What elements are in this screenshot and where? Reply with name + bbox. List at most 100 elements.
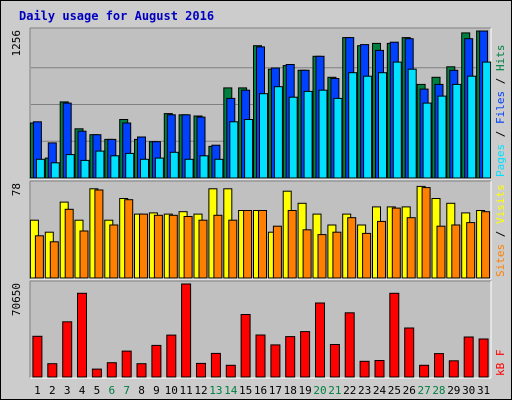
x-tick-label-day-2: 2 xyxy=(49,384,56,397)
bar-pages-day-19 xyxy=(303,90,313,179)
bar-pages-day-26 xyxy=(407,68,417,179)
bar-kbytes-day-30 xyxy=(463,336,474,378)
panel-1-max-label: 78 xyxy=(10,183,23,196)
x-tick-label-day-30: 30 xyxy=(462,384,475,397)
x-tick-label-day-20: 20 xyxy=(313,384,326,397)
bar-pages-day-18 xyxy=(288,96,298,179)
x-tick-label-day-6: 6 xyxy=(108,384,115,397)
bar-kbytes-day-28 xyxy=(434,353,444,378)
bar-sites-day-3 xyxy=(64,208,74,279)
x-tick-label-day-3: 3 xyxy=(64,384,71,397)
bar-pages-day-16 xyxy=(259,93,268,179)
x-tick-label-day-1: 1 xyxy=(34,384,41,397)
panel-2-legend: kB F xyxy=(494,350,507,377)
bar-kbytes-day-7 xyxy=(121,350,132,378)
bar-pages-day-8 xyxy=(140,158,149,179)
bar-sites-day-28 xyxy=(436,225,446,279)
bar-pages-day-17 xyxy=(273,86,283,179)
x-tick-label-day-22: 22 xyxy=(343,384,356,397)
bar-sites-day-9 xyxy=(153,214,163,279)
bar-kbytes-day-29 xyxy=(448,360,459,378)
bar-kbytes-day-18 xyxy=(285,336,296,378)
bar-sites-day-19 xyxy=(302,229,312,279)
bar-sites-day-4 xyxy=(79,230,89,279)
bar-kbytes-day-22 xyxy=(344,312,355,378)
bar-pages-day-20 xyxy=(318,89,328,179)
bar-pages-day-29 xyxy=(452,83,462,179)
x-tick-label-day-27: 27 xyxy=(417,384,430,397)
bar-pages-day-15 xyxy=(244,119,254,179)
bar-pages-day-12 xyxy=(199,155,209,179)
x-tick-label-day-11: 11 xyxy=(180,384,193,397)
bar-kbytes-day-23 xyxy=(359,360,370,378)
bar-sites-day-5 xyxy=(94,189,104,279)
legend-sites: Sites xyxy=(494,244,507,277)
bar-sites-day-22 xyxy=(347,217,357,279)
bar-sites-day-31 xyxy=(481,211,491,279)
bar-pages-day-9 xyxy=(154,157,164,179)
x-tick-label-day-10: 10 xyxy=(165,384,178,397)
bar-pages-day-27 xyxy=(422,102,432,179)
x-tick-label-day-7: 7 xyxy=(123,384,130,397)
bar-pages-day-30 xyxy=(467,75,477,179)
x-tick-label-day-24: 24 xyxy=(373,384,387,397)
bar-sites-day-16 xyxy=(258,210,267,279)
x-tick-label-day-21: 21 xyxy=(328,384,341,397)
bar-sites-day-17 xyxy=(272,225,282,279)
bar-kbytes-day-11 xyxy=(181,283,192,378)
bar-pages-day-21 xyxy=(333,97,343,179)
bar-sites-day-20 xyxy=(317,234,327,279)
bar-sites-day-13 xyxy=(213,214,223,279)
bar-sites-day-7 xyxy=(124,199,134,279)
bar-sites-day-25 xyxy=(391,207,401,279)
bar-pages-day-25 xyxy=(392,61,402,179)
bar-kbytes-day-24 xyxy=(374,360,385,378)
bar-kbytes-day-12 xyxy=(196,362,206,378)
bar-sites-day-18 xyxy=(287,210,297,279)
bar-sites-day-2 xyxy=(49,241,59,279)
bar-sites-day-12 xyxy=(198,219,208,279)
bar-sites-day-21 xyxy=(332,231,342,279)
bar-pages-day-14 xyxy=(229,121,239,179)
bar-kbytes-day-10 xyxy=(166,334,177,378)
legend-separator: / xyxy=(494,71,507,91)
bar-kbytes-day-13 xyxy=(210,352,221,378)
bar-kbytes-day-14 xyxy=(225,364,236,378)
bar-kbytes-day-2 xyxy=(47,363,58,378)
legend-separator: / xyxy=(494,224,507,244)
x-tick-label-day-16: 16 xyxy=(254,384,267,397)
x-tick-label-day-12: 12 xyxy=(194,384,207,397)
x-tick-label-day-17: 17 xyxy=(269,384,282,397)
bar-sites-day-1 xyxy=(34,235,44,279)
x-tick-label-day-25: 25 xyxy=(388,384,401,397)
bar-sites-day-14 xyxy=(228,219,238,279)
bar-kbytes-day-1 xyxy=(32,335,43,378)
x-tick-label-day-15: 15 xyxy=(239,384,252,397)
panel-0-max-label: 1256 xyxy=(10,30,23,57)
bar-kbytes-day-8 xyxy=(136,363,147,378)
x-tick-label-day-28: 28 xyxy=(432,384,445,397)
legend-separator: / xyxy=(494,124,507,144)
bar-pages-day-22 xyxy=(348,72,358,179)
bar-kbytes-day-6 xyxy=(106,362,117,378)
bar-kbytes-day-16 xyxy=(255,334,266,378)
bar-kbytes-day-31 xyxy=(478,338,489,378)
x-tick-label-day-18: 18 xyxy=(284,384,297,397)
x-tick-label-day-13: 13 xyxy=(209,384,222,397)
panel-2-max-label: 70650 xyxy=(10,283,23,316)
x-tick-label-day-14: 14 xyxy=(224,384,238,397)
x-tick-label-day-4: 4 xyxy=(79,384,86,397)
bar-pages-day-11 xyxy=(184,158,194,179)
bar-kbytes-day-25 xyxy=(389,292,400,378)
bar-sites-day-11 xyxy=(183,216,193,279)
bar-sites-day-10 xyxy=(168,214,178,279)
legend-visits: Visits xyxy=(494,184,507,224)
bar-kbytes-day-19 xyxy=(300,331,311,378)
bar-pages-day-31 xyxy=(482,61,492,179)
bar-sites-day-6 xyxy=(109,224,119,279)
legend-pages: Pages xyxy=(494,144,507,177)
legend-kbytes: kB F xyxy=(494,350,507,377)
panel-0-legend: Pages / Files / Hits xyxy=(494,45,507,178)
